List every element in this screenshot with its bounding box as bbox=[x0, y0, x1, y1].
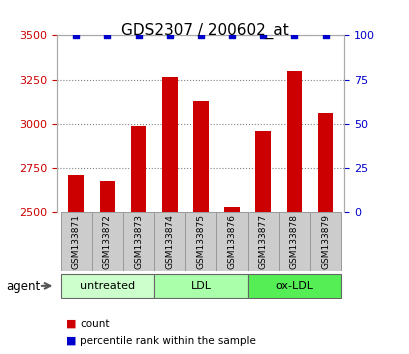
Point bbox=[104, 33, 110, 38]
Bar bbox=[61, 212, 92, 271]
Text: ■: ■ bbox=[65, 319, 76, 329]
Bar bbox=[68, 175, 84, 354]
Point bbox=[73, 33, 79, 38]
Bar bbox=[92, 212, 123, 271]
Bar bbox=[162, 77, 177, 354]
Bar bbox=[123, 212, 154, 271]
Bar bbox=[193, 101, 208, 354]
Text: GSM133874: GSM133874 bbox=[165, 214, 174, 269]
Point bbox=[135, 33, 142, 38]
Bar bbox=[154, 274, 247, 298]
Bar bbox=[99, 181, 115, 354]
Text: agent: agent bbox=[6, 280, 40, 292]
Text: GSM133879: GSM133879 bbox=[320, 214, 329, 269]
Text: GSM133877: GSM133877 bbox=[258, 214, 267, 269]
Text: GSM133875: GSM133875 bbox=[196, 214, 205, 269]
Bar bbox=[154, 212, 185, 271]
Point bbox=[290, 33, 297, 38]
Bar bbox=[224, 207, 239, 354]
Text: untreated: untreated bbox=[80, 281, 135, 291]
Text: GSM133871: GSM133871 bbox=[72, 214, 81, 269]
Bar bbox=[278, 212, 309, 271]
Text: ■: ■ bbox=[65, 336, 76, 346]
Text: GSM133876: GSM133876 bbox=[227, 214, 236, 269]
Bar bbox=[247, 212, 278, 271]
Bar bbox=[309, 212, 340, 271]
Text: GDS2307 / 200602_at: GDS2307 / 200602_at bbox=[121, 23, 288, 39]
Bar bbox=[130, 126, 146, 354]
Point bbox=[321, 33, 328, 38]
Bar bbox=[61, 274, 154, 298]
Text: percentile rank within the sample: percentile rank within the sample bbox=[80, 336, 255, 346]
Bar bbox=[185, 212, 216, 271]
Bar bbox=[286, 71, 301, 354]
Text: ox-LDL: ox-LDL bbox=[275, 281, 313, 291]
Bar bbox=[247, 274, 340, 298]
Bar bbox=[255, 131, 270, 354]
Text: count: count bbox=[80, 319, 109, 329]
Point bbox=[228, 33, 235, 38]
Point bbox=[197, 33, 204, 38]
Point bbox=[259, 33, 266, 38]
Text: GSM133878: GSM133878 bbox=[289, 214, 298, 269]
Text: LDL: LDL bbox=[190, 281, 211, 291]
Bar bbox=[216, 212, 247, 271]
Text: GSM133873: GSM133873 bbox=[134, 214, 143, 269]
Point bbox=[166, 33, 173, 38]
Bar bbox=[317, 113, 333, 354]
Text: GSM133872: GSM133872 bbox=[103, 214, 112, 269]
